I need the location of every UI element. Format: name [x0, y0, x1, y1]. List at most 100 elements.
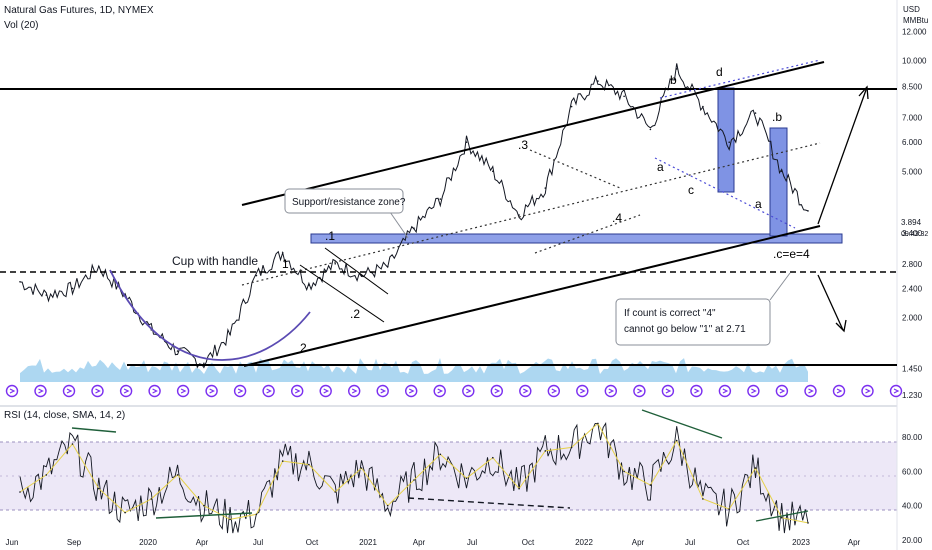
event-icon[interactable]: [889, 384, 903, 398]
wave-label-dot3: .3: [518, 138, 528, 152]
event-icon[interactable]: [348, 384, 361, 398]
note-callout-box[interactable]: [615, 298, 771, 346]
event-icon-glyph: [66, 388, 73, 394]
triangle-upper-line[interactable]: [529, 149, 621, 189]
cup-curve[interactable]: [109, 269, 311, 361]
time-tick-label: Apr: [196, 538, 209, 547]
price-tick-label: 2.400: [902, 284, 923, 293]
rsi-point: [465, 477, 468, 480]
lower-channel-line[interactable]: [243, 225, 821, 367]
price-point: [780, 170, 783, 173]
event-icon[interactable]: [519, 384, 532, 398]
event-icon[interactable]: [376, 384, 389, 398]
time-tick-label: Oct: [306, 538, 319, 547]
event-icon[interactable]: [576, 384, 589, 398]
event-icon[interactable]: [690, 384, 703, 398]
event-icon[interactable]: [148, 384, 161, 398]
event-icon[interactable]: [775, 384, 789, 398]
rsi-tick-label: 60.00: [902, 467, 923, 476]
price-point: [570, 105, 573, 108]
event-icon[interactable]: [547, 384, 560, 398]
event-icon[interactable]: [119, 384, 133, 398]
price-point: [597, 80, 599, 82]
event-icon-glyph: [808, 388, 814, 394]
price-point: [176, 350, 179, 352]
rsi-point: [255, 513, 258, 516]
rsi-point: [203, 504, 205, 507]
event-icon[interactable]: [832, 384, 846, 398]
triangle-lower-line[interactable]: [534, 214, 641, 254]
event-icon[interactable]: [291, 384, 304, 398]
event-icon[interactable]: [319, 384, 332, 398]
event-icon[interactable]: [861, 384, 874, 398]
rsi-point: [281, 460, 284, 462]
event-icon[interactable]: [405, 384, 418, 398]
event-icon[interactable]: [34, 384, 47, 398]
upper-dotted-blue-line[interactable]: [659, 59, 821, 99]
support-callout-box[interactable]: [284, 188, 404, 214]
price-point: [413, 227, 415, 229]
rsi-point: [124, 511, 126, 514]
time-tick-label: Oct: [522, 538, 535, 547]
rsi-axis[interactable]: 20.00 40.00 60.00 80.00: [902, 433, 923, 545]
time-tick-label: Jun: [6, 538, 19, 547]
price-line[interactable]: [19, 63, 809, 369]
event-icon-glyph: [408, 388, 415, 394]
projection-down-arrow[interactable]: [817, 274, 844, 331]
flag-upper-line[interactable]: [324, 247, 389, 295]
event-icon-glyph: [209, 388, 215, 394]
event-icon[interactable]: [176, 384, 190, 398]
event-icon[interactable]: [62, 384, 76, 398]
event-icon[interactable]: [5, 384, 19, 398]
rsi-divergence-line-1[interactable]: [71, 427, 117, 433]
event-icon[interactable]: [462, 384, 475, 398]
event-icon[interactable]: [490, 384, 503, 398]
event-icon[interactable]: [91, 384, 104, 398]
event-icon[interactable]: [604, 384, 617, 398]
event-icon[interactable]: [633, 384, 646, 398]
rsi-series: [19, 421, 809, 534]
highlight-box-b[interactable]: [769, 127, 788, 237]
lower-dotted-blue-line[interactable]: [654, 157, 796, 229]
event-icon[interactable]: [233, 384, 247, 398]
event-icon[interactable]: [747, 384, 760, 398]
event-icon[interactable]: [804, 384, 817, 398]
event-icon[interactable]: [205, 384, 218, 398]
time-tick-label: 2022: [575, 538, 593, 547]
rsi-point: [150, 498, 153, 500]
event-icon[interactable]: [718, 384, 732, 398]
pane-separator[interactable]: [0, 405, 897, 407]
event-icon[interactable]: [661, 384, 675, 398]
time-axis[interactable]: Jun Sep 2020 Apr Jul Oct 2021 Apr Jul Oct 2022 Apr J…: [6, 538, 861, 547]
event-icon-glyph: [9, 388, 16, 394]
price-tick-label: 5.000: [902, 167, 923, 176]
rsi-line[interactable]: [19, 421, 809, 534]
event-icon-glyph: [893, 388, 900, 394]
event-icon-glyph: [380, 388, 387, 394]
rsi-dashed-trendline[interactable]: [407, 497, 571, 509]
rsi-point: [308, 463, 310, 466]
flag-lower-line[interactable]: [299, 264, 385, 323]
event-icon[interactable]: [433, 384, 446, 398]
price-tick-label: 12.000: [902, 28, 927, 37]
middle-dotted-line[interactable]: [241, 142, 821, 286]
rsi-divergence-line-3[interactable]: [641, 409, 723, 439]
price-axis[interactable]: 1.230 1.450 2.000 2.400 2.800 3.400 5.000 6.000…: [902, 28, 927, 400]
event-icon[interactable]: [262, 384, 275, 398]
rsi-divergence-line-4[interactable]: [755, 510, 809, 522]
rsi-point: [780, 516, 783, 519]
rsi-point: [71, 443, 74, 445]
event-icon-glyph: [523, 388, 529, 394]
event-icon-glyph: [637, 388, 643, 394]
projection-up-arrow[interactable]: [817, 89, 867, 225]
rsi-divergence-line-2[interactable]: [155, 512, 253, 519]
rsi-point: [334, 491, 337, 493]
event-icon-glyph: [437, 388, 444, 394]
upper-channel-line[interactable]: [241, 61, 825, 206]
event-icon-glyph: [152, 388, 158, 394]
price-tick-label: 3.400: [902, 229, 923, 238]
price-tick-label: 1.450: [902, 365, 923, 374]
support-resistance-zone[interactable]: [310, 233, 843, 244]
